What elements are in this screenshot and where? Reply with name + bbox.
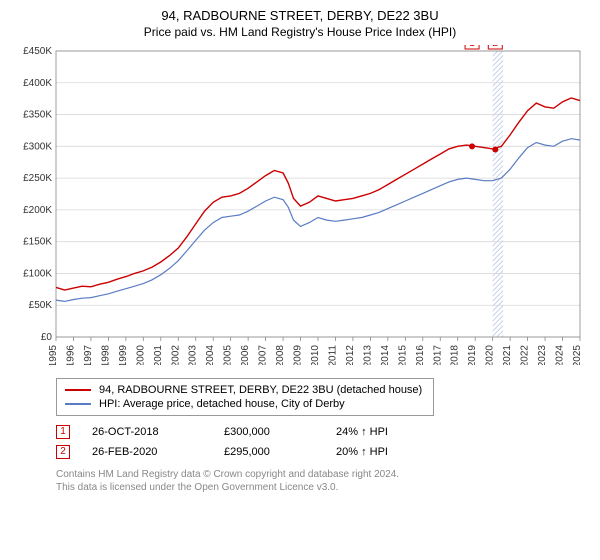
svg-text:2023: 2023 xyxy=(537,345,548,365)
svg-text:2008: 2008 xyxy=(275,345,286,365)
legend-label: 94, RADBOURNE STREET, DERBY, DE22 3BU (d… xyxy=(99,384,422,396)
svg-text:2006: 2006 xyxy=(240,345,251,365)
chart-title: 94, RADBOURNE STREET, DERBY, DE22 3BU xyxy=(10,8,590,23)
svg-text:1996: 1996 xyxy=(65,345,76,365)
note-date: 26-FEB-2020 xyxy=(92,446,202,458)
legend-swatch xyxy=(65,389,91,391)
footer-credits: Contains HM Land Registry data © Crown c… xyxy=(56,468,590,494)
footer-line-2: This data is licensed under the Open Gov… xyxy=(56,481,590,494)
sale-note-row: 2 26-FEB-2020 £295,000 20% ↑ HPI xyxy=(56,442,590,462)
svg-text:2010: 2010 xyxy=(310,345,321,365)
svg-text:2004: 2004 xyxy=(205,345,216,365)
svg-text:2003: 2003 xyxy=(188,345,199,365)
svg-text:£450K: £450K xyxy=(23,46,52,57)
svg-text:1: 1 xyxy=(469,45,475,49)
legend-item: HPI: Average price, detached house, City… xyxy=(65,397,425,411)
svg-text:2002: 2002 xyxy=(170,345,181,365)
svg-text:2007: 2007 xyxy=(258,345,269,365)
svg-text:2011: 2011 xyxy=(327,345,338,365)
sale-notes: 1 26-OCT-2018 £300,000 24% ↑ HPI 2 26-FEB-202… xyxy=(56,422,590,462)
svg-text:2001: 2001 xyxy=(153,345,164,365)
svg-text:2014: 2014 xyxy=(380,345,391,365)
note-price: £295,000 xyxy=(224,446,314,458)
svg-text:2015: 2015 xyxy=(397,345,408,365)
svg-text:£250K: £250K xyxy=(23,173,52,184)
chart-container: 94, RADBOURNE STREET, DERBY, DE22 3BU Pr… xyxy=(0,0,600,500)
svg-text:2012: 2012 xyxy=(345,345,356,365)
svg-text:1999: 1999 xyxy=(118,345,129,365)
legend-item: 94, RADBOURNE STREET, DERBY, DE22 3BU (d… xyxy=(65,383,425,397)
note-badge: 2 xyxy=(56,445,70,459)
svg-text:1995: 1995 xyxy=(48,345,59,365)
svg-text:2024: 2024 xyxy=(555,345,566,365)
legend-swatch xyxy=(65,403,91,405)
note-price: £300,000 xyxy=(224,426,314,438)
svg-text:1998: 1998 xyxy=(100,345,111,365)
svg-text:1997: 1997 xyxy=(83,345,94,365)
chart-plot: £0 £50K £100K £150K £200K £250K £300K £350K £400… xyxy=(10,45,590,370)
chart-subtitle: Price paid vs. HM Land Registry's House … xyxy=(10,25,590,39)
svg-text:2017: 2017 xyxy=(432,345,443,365)
note-delta: 24% ↑ HPI xyxy=(336,426,388,438)
svg-text:£0: £0 xyxy=(41,332,53,343)
sale-note-row: 1 26-OCT-2018 £300,000 24% ↑ HPI xyxy=(56,422,590,442)
legend-label: HPI: Average price, detached house, City… xyxy=(99,398,345,410)
svg-text:2005: 2005 xyxy=(223,345,234,365)
footer-line-1: Contains HM Land Registry data © Crown c… xyxy=(56,468,590,481)
svg-text:£150K: £150K xyxy=(23,237,52,248)
svg-text:£300K: £300K xyxy=(23,141,52,152)
svg-text:2016: 2016 xyxy=(415,345,426,365)
svg-text:£100K: £100K xyxy=(23,268,52,279)
svg-text:2009: 2009 xyxy=(293,345,304,365)
note-delta: 20% ↑ HPI xyxy=(336,446,388,458)
svg-text:2025: 2025 xyxy=(572,345,583,365)
line-chart-svg: £0 £50K £100K £150K £200K £250K £300K £350K £400… xyxy=(10,45,590,365)
svg-text:2000: 2000 xyxy=(135,345,146,365)
svg-text:2: 2 xyxy=(493,45,499,49)
svg-text:2022: 2022 xyxy=(520,345,531,365)
legend-box: 94, RADBOURNE STREET, DERBY, DE22 3BU (d… xyxy=(56,378,434,416)
note-date: 26-OCT-2018 xyxy=(92,426,202,438)
svg-text:£350K: £350K xyxy=(23,110,52,121)
svg-text:2019: 2019 xyxy=(467,345,478,365)
svg-text:2020: 2020 xyxy=(485,345,496,365)
svg-text:£400K: £400K xyxy=(23,78,52,89)
note-badge: 1 xyxy=(56,425,70,439)
svg-text:2021: 2021 xyxy=(502,345,513,365)
svg-text:2013: 2013 xyxy=(362,345,373,365)
svg-text:2018: 2018 xyxy=(450,345,461,365)
svg-text:£200K: £200K xyxy=(23,205,52,216)
svg-text:£50K: £50K xyxy=(29,300,53,311)
